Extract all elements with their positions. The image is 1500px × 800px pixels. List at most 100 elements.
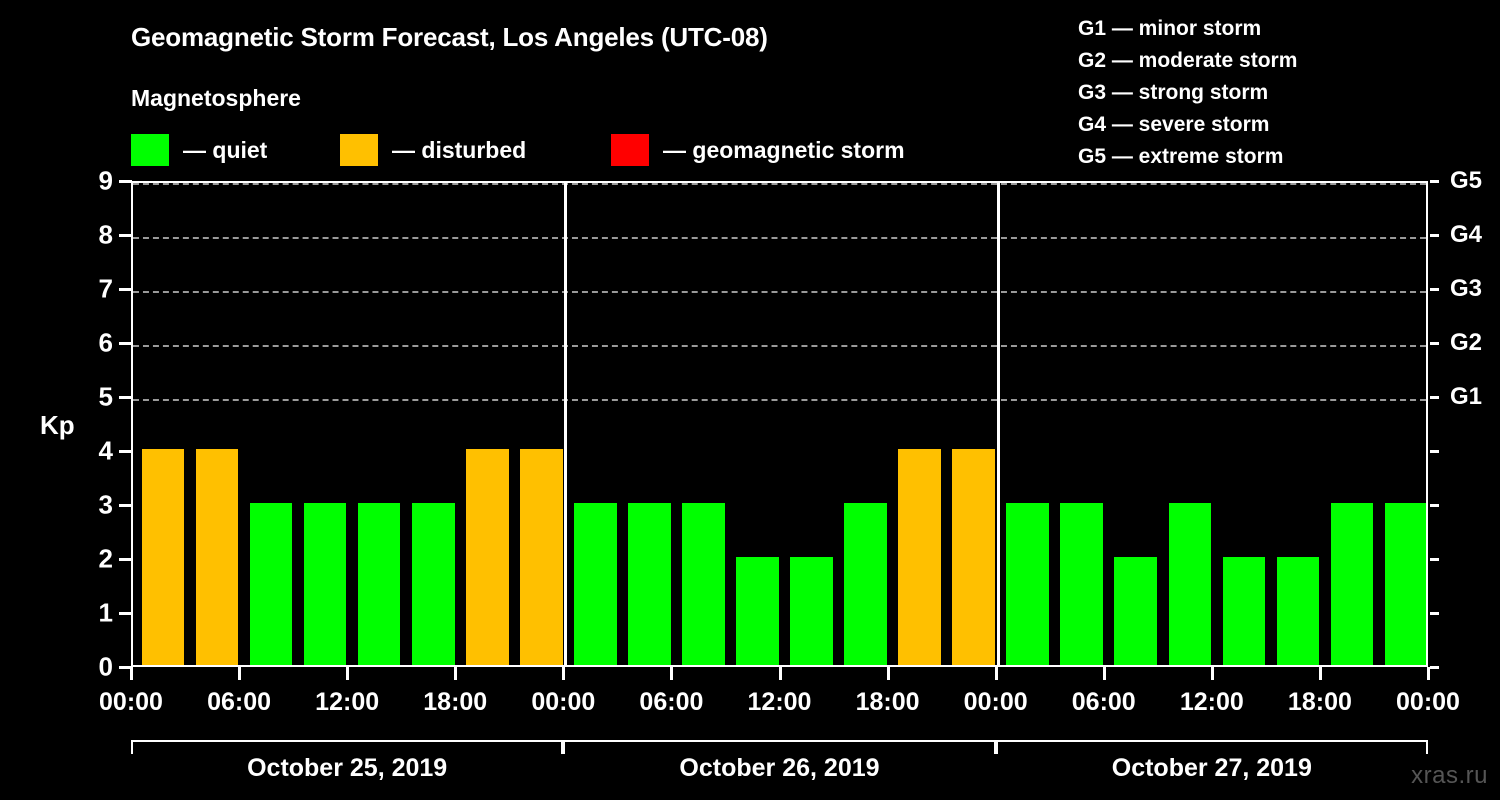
x-tick-label-11: 18:00 [1287,688,1352,716]
right-tick-mark-kp-4 [1430,450,1439,453]
day-bracket-3 [995,740,1428,754]
g-tick-label-G3: G3 [1450,275,1483,302]
magnetosphere-label: Magnetosphere [131,85,301,111]
x-tick-label-9: 06:00 [1071,688,1136,716]
day-bracket-1 [131,740,564,754]
bar-3-0900 [1168,503,1212,665]
bar-2-1500 [844,503,887,665]
y-tick-label-5: 5 [98,381,113,412]
x-tick-mark-11 [1318,667,1322,680]
right-tick-mark-kp-5 [1430,396,1439,399]
x-tick-mark-7 [886,667,890,680]
bar-2-0300 [628,503,671,665]
x-tick-label-6: 12:00 [747,688,812,716]
bar-3-0600 [1114,557,1158,665]
x-tick-mark-5 [670,667,674,680]
bar-1-0600 [249,503,293,665]
bar-1-0900 [303,503,347,665]
x-tick-label-1: 06:00 [207,688,272,716]
x-tick-mark-2 [346,667,350,680]
bar-1-1800 [465,449,509,665]
x-tick-label-10: 12:00 [1179,688,1244,716]
right-tick-mark-kp-7 [1430,288,1439,291]
x-tick-mark-4 [562,667,566,680]
bar-2-0900 [736,557,779,665]
right-tick-mark-kp-2 [1430,558,1439,561]
y-tick-mark-0 [119,666,132,669]
g-tick-label-G4: G4 [1450,221,1483,248]
bar-2-0600 [682,503,725,665]
right-tick-mark-kp-1 [1430,612,1439,615]
right-tick-mark-kp-9 [1430,180,1439,183]
x-tick-mark-6 [778,667,782,680]
legend-item-quiet: — quiet [131,133,267,167]
bar-2-0000 [574,503,617,665]
bar-3-0000 [1006,503,1049,665]
legend-label: — quiet [183,136,268,163]
day-label-1: October 25, 2019 [247,754,448,782]
bar-1-2100 [520,449,563,665]
y-tick-label-7: 7 [98,273,113,304]
y-tick-mark-9 [119,180,132,183]
y-tick-label-1: 1 [98,597,113,628]
y-tick-label-9: 9 [98,165,113,196]
y-tick-label-2: 2 [98,543,113,574]
bar-2-2100 [952,449,995,665]
x-tick-label-8: 00:00 [963,688,1028,716]
right-tick-mark-kp-3 [1430,504,1439,507]
day-bracket-2 [563,740,996,754]
bar-3-1200 [1222,557,1266,665]
y-tick-mark-7 [119,288,132,291]
bar-3-0300 [1060,503,1104,665]
gridline-kp-8 [133,237,1426,239]
gscale-row-3: G3 — strong storm [1078,81,1269,104]
watermark: xras.ru [1411,762,1488,789]
day-label-3: October 27, 2019 [1111,754,1312,782]
g-tick-label-G2: G2 [1450,329,1483,356]
gridline-kp-7 [133,291,1426,293]
day-divider-1 [564,183,568,665]
bar-3-1800 [1330,503,1374,665]
x-tick-label-5: 06:00 [639,688,704,716]
x-tick-mark-0 [130,667,133,680]
storm-swatch [611,134,649,166]
y-tick-label-8: 8 [98,219,113,250]
legend-label: — geomagnetic storm [663,136,905,163]
quiet-swatch [131,134,169,166]
bar-2-1200 [790,557,833,665]
y-tick-mark-1 [119,612,132,615]
y-tick-label-4: 4 [98,435,113,466]
bar-3-1500 [1276,557,1320,665]
x-tick-label-12: 00:00 [1396,688,1460,716]
bar-1-1200 [357,503,401,665]
x-tick-label-3: 18:00 [423,688,488,716]
gridline-kp-5 [133,399,1426,401]
legend-label: — disturbed [392,136,527,163]
g-tick-label-G5: G5 [1450,167,1483,194]
x-tick-mark-1 [238,667,242,680]
gridline-kp-9 [133,183,1426,185]
day-label-2: October 26, 2019 [679,754,880,782]
x-tick-label-2: 12:00 [315,688,380,716]
x-tick-mark-3 [454,667,458,680]
y-tick-mark-8 [119,234,132,237]
right-tick-mark-kp-0 [1430,666,1439,669]
y-tick-mark-2 [119,558,132,561]
x-tick-mark-12 [1427,667,1430,680]
y-tick-mark-4 [119,450,132,453]
x-tick-label-7: 18:00 [855,688,920,716]
x-tick-label-4: 00:00 [531,688,596,716]
y-tick-mark-5 [119,396,132,399]
bar-1-0300 [195,449,239,665]
page-title: Geomagnetic Storm Forecast, Los Angeles … [131,22,768,52]
right-tick-mark-kp-8 [1430,234,1439,237]
x-tick-label-0: 00:00 [99,688,163,716]
y-tick-label-3: 3 [98,489,113,520]
disturbed-swatch [340,134,378,166]
bar-1-0000 [141,449,185,665]
y-tick-mark-6 [119,342,132,345]
gscale-row-4: G4 — severe storm [1078,113,1270,136]
y-tick-label-6: 6 [98,327,113,358]
legend-item-geomagnetic-storm: — geomagnetic storm [611,133,905,167]
